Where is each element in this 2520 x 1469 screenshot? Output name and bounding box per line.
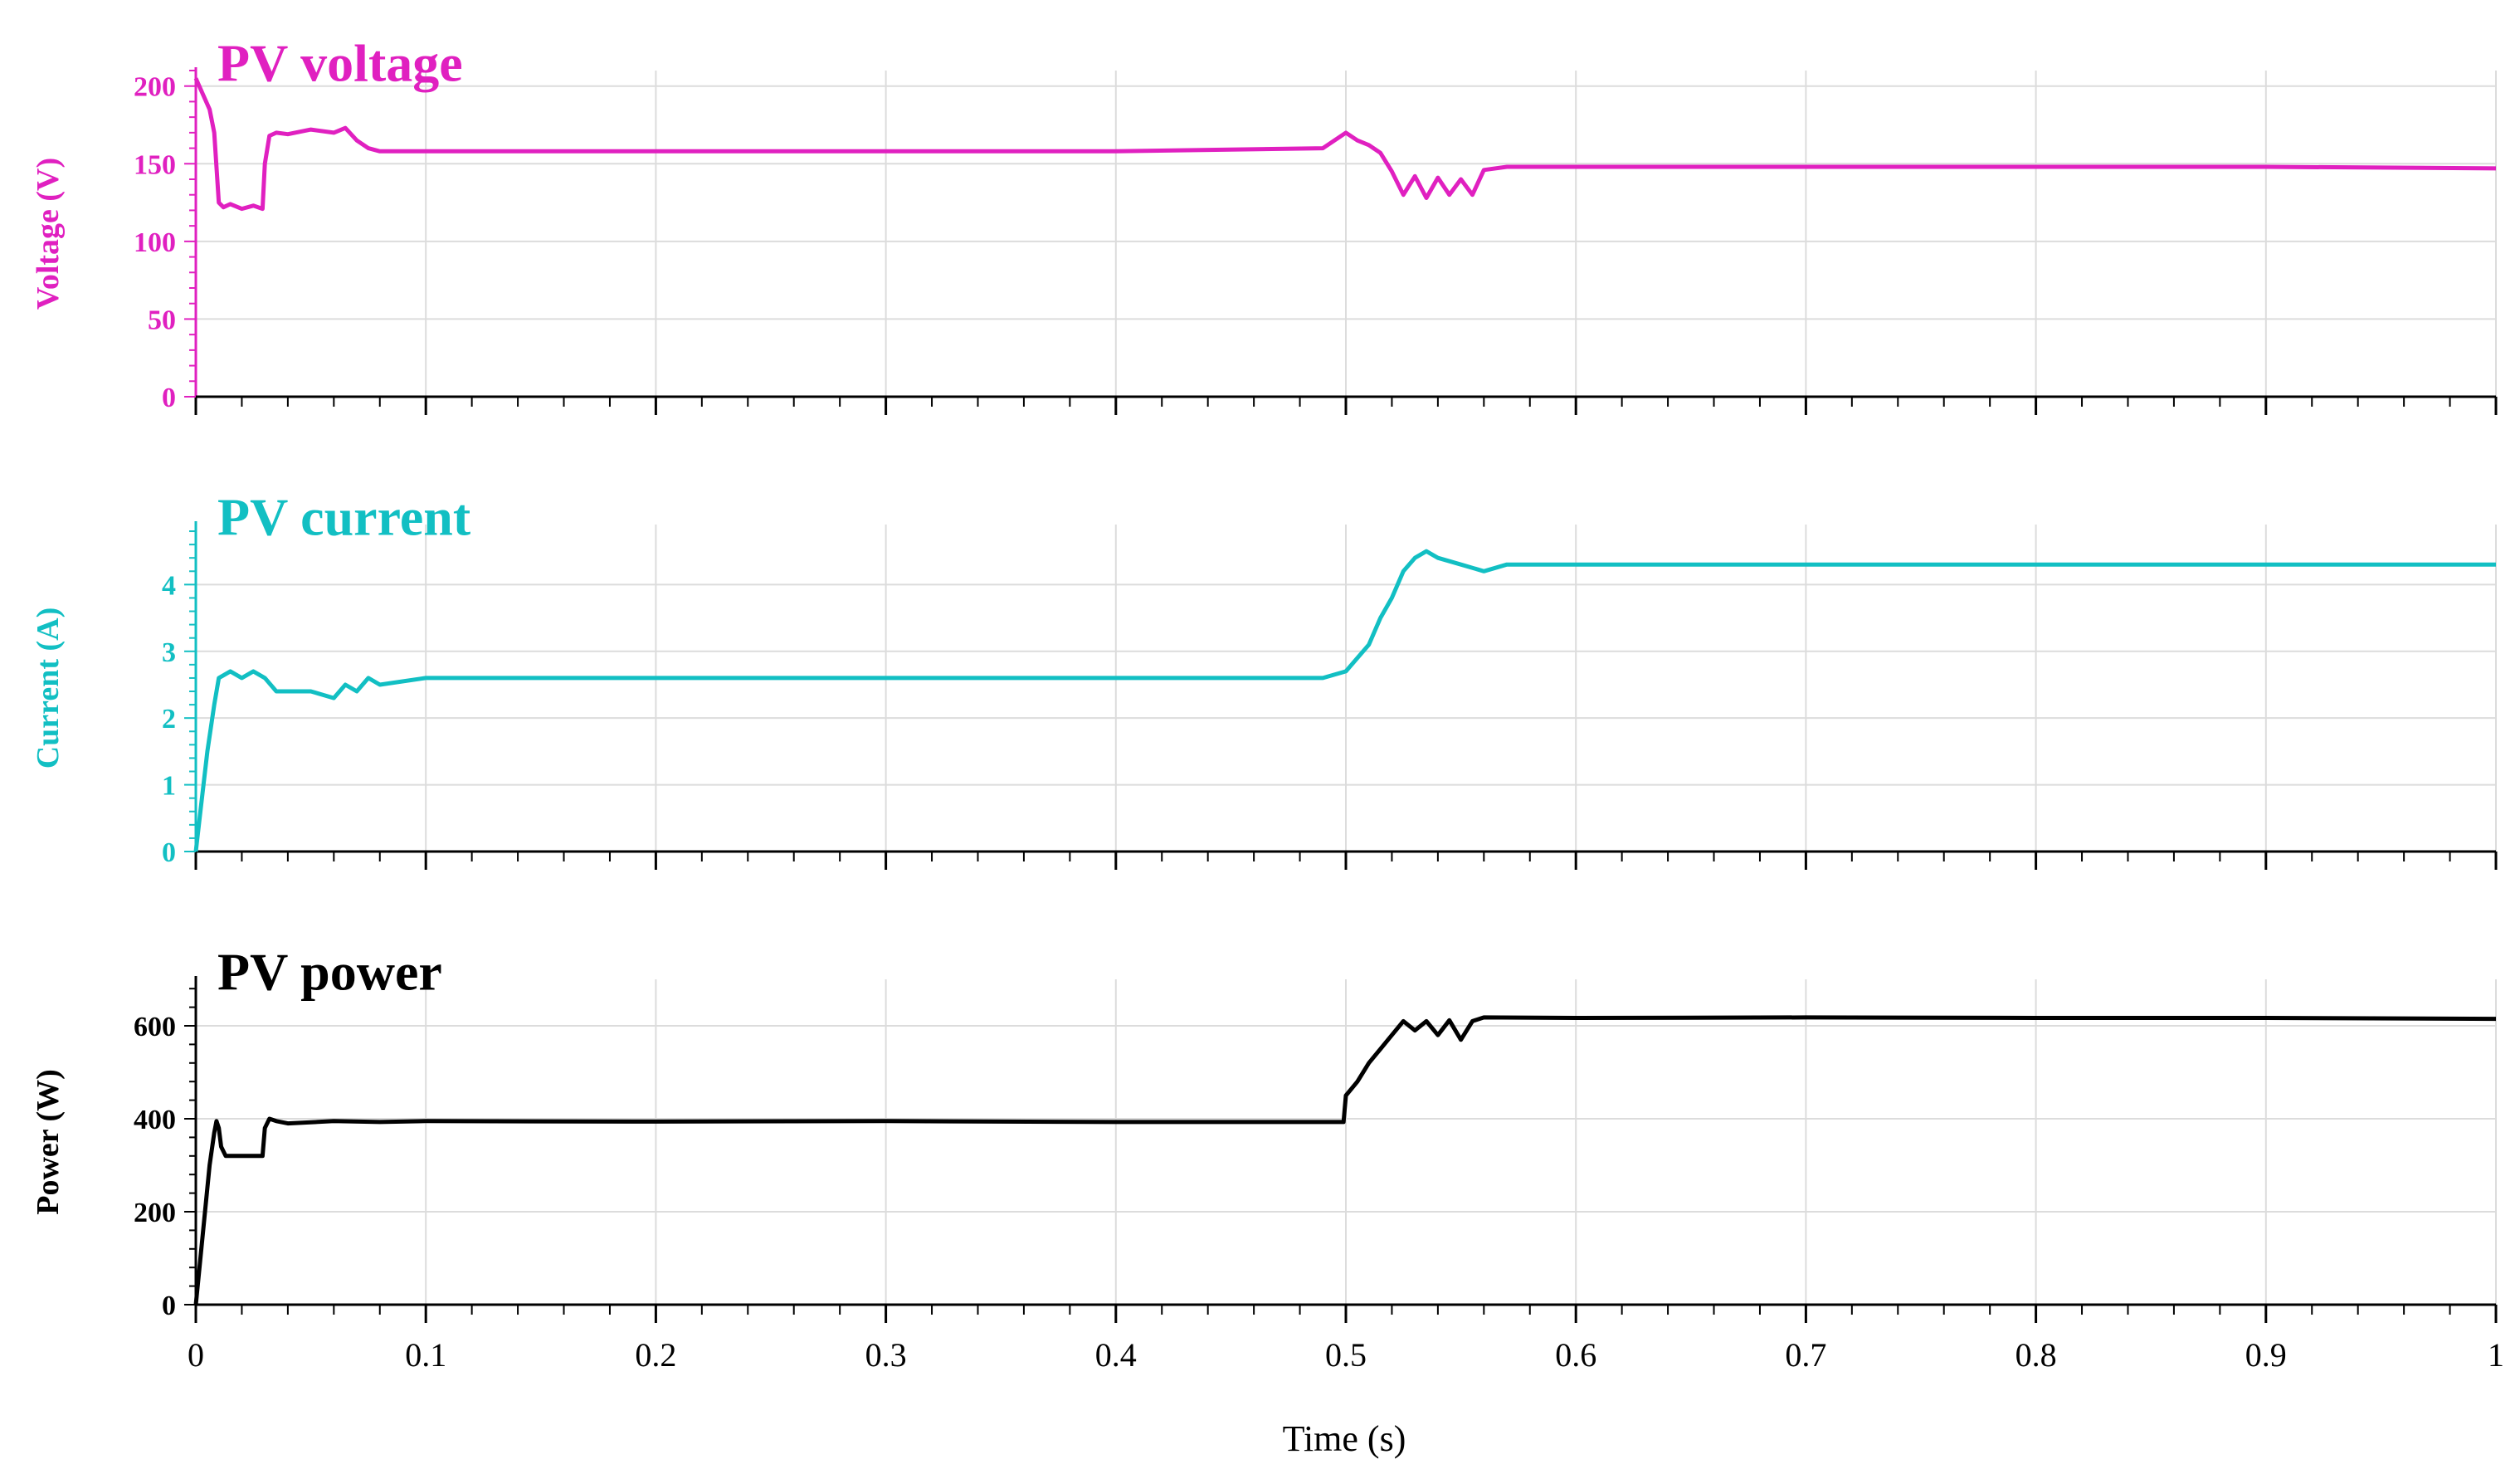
power-x-tick-label: 0.3 [865, 1336, 907, 1374]
voltage-y-tick-label: 0 [162, 383, 176, 413]
voltage-panel: 0 50 100 150 200 Voltage (V) PV voltage [31, 34, 2498, 415]
current-y-tick-label: 2 [162, 704, 176, 734]
power-x-tick-label: 0.9 [2245, 1336, 2287, 1374]
power-x-tick-label: 0.6 [1555, 1336, 1596, 1374]
power-panel: 0 200 400 600 0 0.1 0.2 0.3 0.4 0.5 0.6 0.7 0.8 0.9 1 P… [31, 943, 2504, 1374]
power-x-tick-label: 1 [2488, 1336, 2504, 1374]
power-y-tick-label: 0 [162, 1291, 176, 1321]
current-y-tick-label: 4 [162, 570, 176, 601]
current-y-axis-label: Current (A) [31, 608, 66, 769]
current-series-line [193, 549, 2496, 852]
voltage-y-tick-label: 50 [148, 305, 176, 335]
voltage-series-line [193, 77, 2497, 212]
current-y-tick-label: 1 [162, 771, 176, 802]
power-y-axis-label: Power (W) [31, 1069, 66, 1215]
power-x-tick-label: 0.5 [1325, 1336, 1367, 1374]
current-y-tick-label: 0 [162, 837, 176, 868]
voltage-y-tick-label: 100 [134, 227, 176, 258]
voltage-y-axis-label: Voltage (V) [31, 158, 66, 310]
power-panel-title: PV power [217, 943, 442, 1002]
power-x-tick-label: 0.8 [2016, 1336, 2057, 1374]
voltage-y-tick-label: 200 [134, 72, 176, 103]
power-x-tick-label: 0 [188, 1336, 204, 1374]
power-y-tick-label: 400 [134, 1105, 176, 1135]
current-y-tick-label: 3 [162, 637, 176, 668]
power-series-line [193, 1015, 2497, 1306]
power-x-tick-label: 0.1 [405, 1336, 446, 1374]
power-x-tick-label: 0.4 [1095, 1336, 1137, 1374]
current-panel: 0 1 2 3 4 Current (A) PV current [31, 488, 2498, 870]
power-x-tick-label: 0.2 [635, 1336, 676, 1374]
voltage-y-tick-label: 150 [134, 149, 176, 180]
x-axis-label: Time (s) [1283, 1418, 1406, 1459]
power-x-tick-label: 0.7 [1785, 1336, 1826, 1374]
power-y-tick-label: 600 [134, 1012, 176, 1042]
power-y-tick-label: 200 [134, 1198, 176, 1228]
voltage-panel-title: PV voltage [217, 34, 463, 93]
current-panel-title: PV current [217, 488, 471, 547]
